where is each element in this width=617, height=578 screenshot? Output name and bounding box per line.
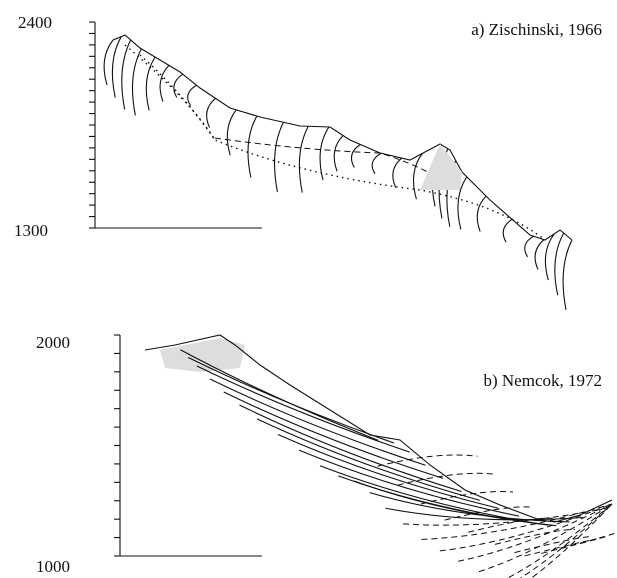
axis-bottom-label: 1300: [14, 221, 48, 240]
shaded-block: [160, 338, 245, 372]
creep-line: [544, 233, 555, 281]
creep-lines: [103, 36, 573, 310]
creep-line: [534, 239, 545, 270]
creep-line: [145, 56, 156, 111]
creep-line: [274, 122, 284, 193]
creep-line: [476, 195, 487, 232]
slip-surface: [139, 54, 216, 141]
creep-line: [350, 144, 361, 168]
layer-line: [420, 491, 514, 505]
layer-line: [180, 349, 379, 441]
creep-line: [206, 97, 216, 128]
creep-line: [371, 152, 382, 175]
layer-line: [403, 509, 601, 526]
layer-line: [514, 536, 591, 554]
slip-surface: [214, 137, 461, 191]
creep-line: [131, 48, 142, 116]
creep-line: [103, 39, 114, 86]
creep-line: [159, 64, 170, 102]
axis-top-label: 2400: [18, 13, 52, 32]
axis-ticks: [114, 334, 120, 557]
creep-line: [562, 239, 573, 310]
layer-line: [494, 528, 576, 545]
layer-line: [478, 503, 613, 573]
creep-line: [319, 126, 330, 181]
creep-line: [247, 115, 258, 178]
layer-line: [188, 357, 395, 444]
axis-ticks: [89, 21, 95, 229]
layer-line: [223, 391, 444, 479]
layer-line: [209, 378, 426, 466]
panel-a: 2400 1300 a) Zischinski, 1966: [14, 13, 602, 310]
creep-line: [111, 36, 122, 98]
panel-b: 2000 1000 b) Nemcok, 1972: [36, 333, 617, 578]
creep-line: [457, 176, 468, 230]
layer-line: [468, 517, 553, 533]
layer-line: [353, 480, 557, 527]
layer-line: [560, 531, 617, 549]
creep-line: [226, 109, 237, 156]
layer-line: [256, 418, 481, 501]
axis-top-label: 2000: [36, 333, 70, 352]
layer-line: [196, 365, 410, 453]
creep-line: [502, 218, 513, 243]
layer-line: [530, 503, 613, 578]
panel-label: b) Nemcok, 1972: [483, 371, 602, 390]
panel-label: a) Zischinski, 1966: [471, 20, 602, 39]
creep-lines: [180, 349, 617, 578]
layer-line: [506, 503, 613, 578]
creep-line: [121, 39, 132, 110]
layer-line: [397, 472, 494, 486]
layer-line: [369, 492, 570, 523]
creep-line: [412, 153, 423, 200]
slope-profile: [112, 34, 573, 241]
layer-line: [298, 449, 520, 517]
creep-line: [392, 157, 403, 188]
layer-line: [239, 404, 462, 493]
layer-line: [541, 534, 610, 554]
layer-line: [421, 503, 613, 540]
creep-line: [524, 235, 534, 258]
shaded-block: [420, 144, 462, 190]
creep-line: [173, 73, 184, 98]
axis-bottom-label: 1000: [36, 557, 70, 576]
creep-line: [333, 135, 344, 172]
creep-line: [298, 126, 309, 193]
layer-line: [519, 503, 613, 578]
creep-line: [187, 84, 197, 106]
layer-line: [439, 503, 613, 552]
layer-line: [377, 454, 478, 467]
creep-line: [554, 232, 565, 296]
layer-line: [444, 506, 533, 521]
layer-line: [458, 503, 613, 562]
slip-surface: [124, 44, 546, 241]
layer-line: [385, 507, 584, 521]
layer-line: [277, 433, 499, 509]
